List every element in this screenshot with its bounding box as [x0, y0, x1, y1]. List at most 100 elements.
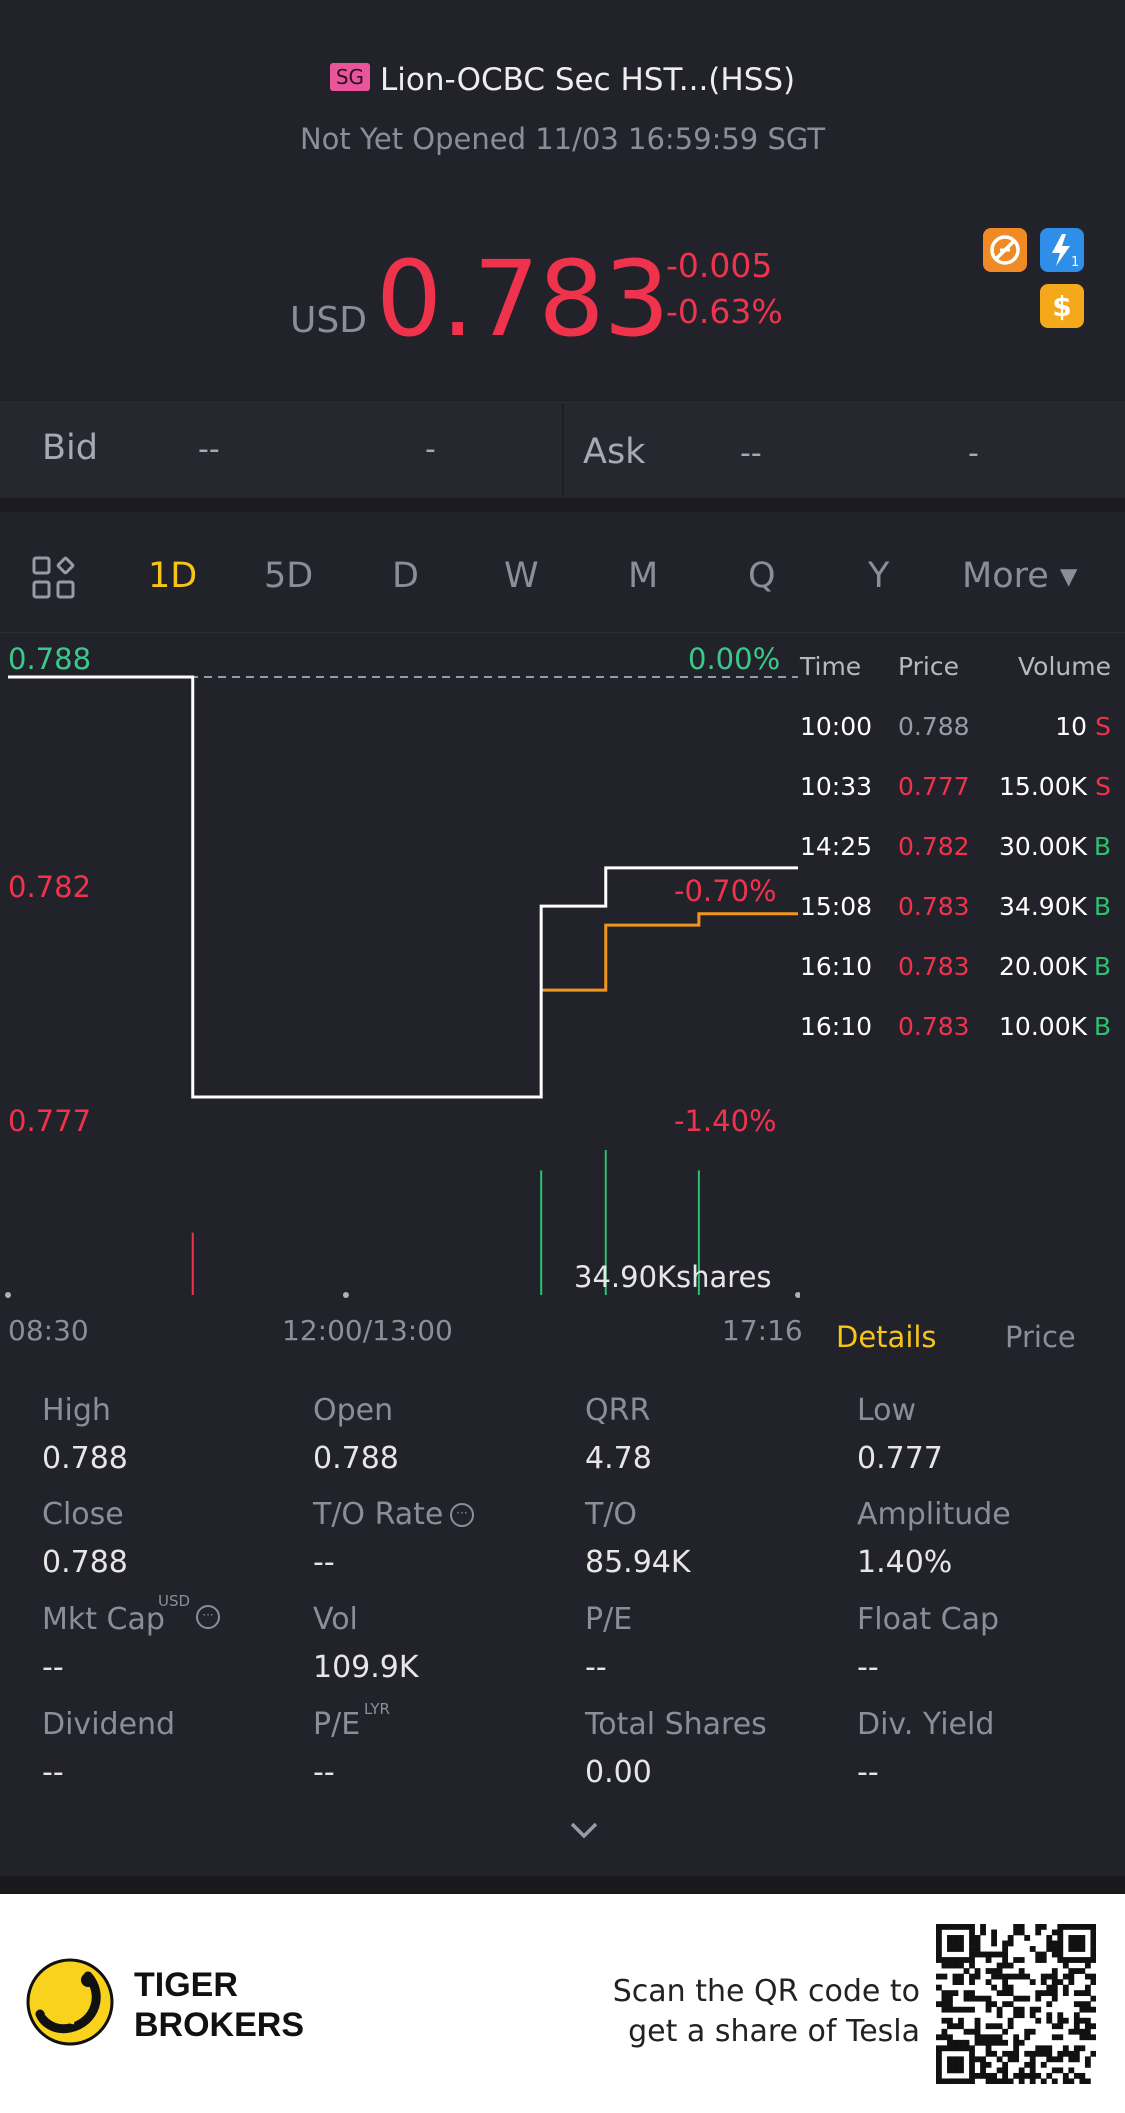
stat-label: P/E [313, 1707, 361, 1742]
stock-title: Lion-OCBC Sec HST...(HSS) [380, 62, 796, 98]
y-label-mid: 0.782 [8, 870, 92, 904]
lightning-icon[interactable]: 1 [1040, 228, 1084, 272]
stat-label: Div. Yield [857, 1707, 995, 1742]
stat-label: QRR [585, 1393, 651, 1428]
stock-title-row[interactable]: SG Lion-OCBC Sec HST...(HSS) [0, 62, 1125, 98]
stat-value: -- [857, 1650, 879, 1685]
footer-separator [0, 1876, 1125, 1894]
x-label-lunch: 12:00/13:00 [282, 1314, 453, 1347]
trade-volume: 15.00K [999, 772, 1087, 801]
volume-readout: 34.90Kshares [574, 1260, 772, 1294]
pct-label-mid: -0.70% [674, 874, 777, 908]
stat-value: 0.777 [857, 1441, 943, 1476]
stat-value: -- [585, 1650, 607, 1685]
tab-5d[interactable]: 5D [264, 556, 314, 596]
tab-week[interactable]: W [504, 556, 539, 596]
mkt-cap-currency: USD [158, 1592, 191, 1610]
y-label-top: 0.788 [8, 642, 92, 676]
tab-year[interactable]: Y [868, 556, 890, 596]
market-badge: SG [329, 63, 371, 91]
promo-text-line1: Scan the QR code to [612, 1974, 920, 2009]
stat-value: -- [313, 1755, 335, 1790]
stat-label: T/O [585, 1497, 638, 1532]
trade-price: 0.788 [898, 712, 970, 741]
trade-price: 0.783 [898, 1012, 970, 1041]
stat-value: -- [42, 1650, 64, 1685]
stat-value: 0.00 [585, 1755, 652, 1790]
trade-time: 10:33 [800, 772, 873, 801]
mkt-cap-info-icon[interactable]: ··· [196, 1605, 220, 1629]
session-dot-lunch [342, 1292, 349, 1298]
stat-value: 85.94K [585, 1545, 691, 1580]
tabs-divider [0, 632, 1125, 633]
trades-header-price: Price [898, 652, 959, 681]
stat-label: Total Shares [585, 1707, 767, 1742]
trade-price: 0.783 [898, 892, 970, 921]
trade-side: B [1093, 892, 1111, 921]
stat-label: Low [857, 1393, 917, 1428]
bid-price: -- [198, 432, 220, 467]
stat-label: Close [42, 1497, 124, 1532]
dollar-icon[interactable]: $ [1040, 284, 1084, 328]
trade-time: 16:10 [800, 1012, 873, 1041]
trade-side: B [1093, 832, 1111, 861]
price-change-pct: -0.63% [666, 292, 783, 331]
market-status: Not Yet Opened 11/03 16:59:59 SGT [299, 122, 826, 156]
trade-volume: 10.00K [999, 1012, 1087, 1041]
to-rate-info-icon[interactable]: ··· [450, 1503, 474, 1527]
price-change: -0.005 [666, 246, 773, 285]
chart-layout-icon[interactable] [32, 556, 76, 600]
stat-label: P/E [585, 1602, 633, 1637]
trade-price: 0.782 [898, 832, 970, 861]
stat-value: 0.788 [313, 1441, 399, 1476]
ask-size: - [968, 436, 979, 471]
trades-header-time: Time [800, 652, 862, 681]
no-short-icon[interactable] [983, 228, 1027, 272]
trade-side: S [1095, 712, 1111, 741]
y-label-bottom: 0.777 [8, 1104, 92, 1138]
trade-time: 10:00 [800, 712, 873, 741]
stat-value: -- [42, 1755, 64, 1790]
trade-volume: 10 [1055, 712, 1087, 741]
lightning-sub-text: 1 [1071, 255, 1079, 270]
brand-name-line2: BROKERS [134, 2006, 305, 2044]
tab-1d[interactable]: 1D [148, 556, 198, 596]
tab-more[interactable]: More ▾ [962, 556, 1078, 596]
stat-value: 109.9K [313, 1650, 419, 1685]
stat-label: Amplitude [857, 1497, 1011, 1532]
tiger-logo-icon [26, 1958, 114, 2046]
price-line [8, 675, 798, 1099]
stat-value: -- [857, 1755, 879, 1790]
stat-label: Mkt Cap [42, 1602, 165, 1637]
stat-label: T/O Rate [313, 1497, 444, 1532]
pct-label-bottom: -1.40% [674, 1104, 777, 1138]
trade-side: S [1095, 772, 1111, 801]
stat-label: Dividend [42, 1707, 176, 1742]
trade-volume: 34.90K [999, 892, 1087, 921]
x-label-close: 17:16 [722, 1314, 803, 1347]
trade-volume: 30.00K [999, 832, 1087, 861]
stat-label: Open [313, 1393, 394, 1428]
trade-time: 15:08 [800, 892, 873, 921]
trade-side: B [1093, 1012, 1111, 1041]
tab-month[interactable]: M [628, 556, 659, 596]
trade-side: B [1093, 952, 1111, 981]
stat-value: 1.40% [857, 1545, 953, 1580]
tab-day[interactable]: D [392, 556, 419, 596]
stat-value: -- [313, 1545, 335, 1580]
bid-size: - [425, 432, 436, 467]
qr-code-icon[interactable] [936, 1924, 1097, 2085]
tab-quarter[interactable]: Q [748, 556, 776, 596]
currency-label: USD [290, 300, 367, 341]
intraday-chart[interactable] [0, 640, 800, 1320]
ask-label: Ask [583, 432, 646, 472]
stat-label: Float Cap [857, 1602, 1000, 1637]
expand-chevron-icon[interactable] [568, 1820, 600, 1842]
tab-details[interactable]: Details [836, 1320, 937, 1354]
ask-price: -- [740, 436, 762, 471]
tab-price[interactable]: Price [1005, 1320, 1076, 1354]
bid-ask-divider [562, 404, 564, 496]
bid-label: Bid [42, 428, 98, 468]
brand-name-line1: TIGER [134, 1966, 238, 2004]
trade-time: 14:25 [800, 832, 873, 861]
